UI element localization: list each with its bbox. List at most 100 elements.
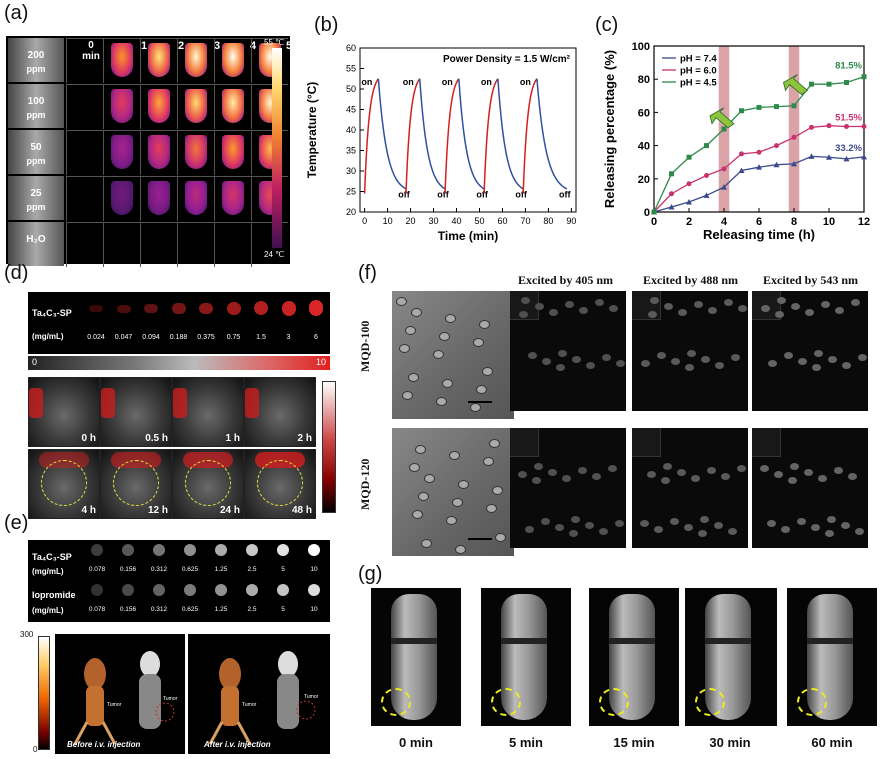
thermal-cell <box>214 222 251 267</box>
cell <box>805 309 814 316</box>
ultrasound-grid: 0 h 0.5 h 1 h 2 h 4 h 12 h 24 h 48 h <box>28 377 324 519</box>
cell <box>519 311 528 318</box>
ct-conc-label: 0.312 <box>150 606 168 613</box>
thermal-blob <box>222 181 244 215</box>
off-label: off <box>515 190 527 200</box>
cell <box>647 471 656 478</box>
data-point <box>773 161 780 168</box>
time-caption: 30 min <box>709 735 751 750</box>
ct-conc-label: 0.625 <box>181 566 199 573</box>
thermal-blob <box>185 181 207 215</box>
cell <box>760 465 769 472</box>
cell <box>685 364 694 371</box>
data-point <box>686 154 692 160</box>
thermal-cell <box>140 176 177 221</box>
image-inset <box>632 428 661 457</box>
thermal-cell <box>103 38 140 83</box>
thermal-cell <box>251 176 288 221</box>
data-point <box>756 164 762 170</box>
x-tick-label: 90 <box>566 216 576 226</box>
plot-frame <box>359 47 577 213</box>
ct-scale-min: 0 <box>33 745 38 754</box>
on-label: on <box>361 77 372 87</box>
thermal-cell <box>140 38 177 83</box>
cell <box>768 360 777 367</box>
cell <box>521 297 530 304</box>
tube-unit-label: ppm <box>26 64 46 74</box>
thermal-blob <box>185 43 207 77</box>
data-point <box>669 171 674 177</box>
thermal-cell <box>103 222 140 267</box>
cell <box>518 471 527 478</box>
tumor-outline <box>257 460 303 506</box>
mouse-ct-before <box>73 651 175 745</box>
cell <box>495 533 506 542</box>
cell <box>835 307 844 314</box>
cell <box>781 526 790 533</box>
cell <box>724 299 733 306</box>
ct-conc-label: 10 <box>310 566 318 573</box>
thermal-blob <box>111 181 133 215</box>
x-tick-label: 20 <box>406 216 416 226</box>
header-488: Excited by 488 nm <box>643 273 739 287</box>
pa-tube <box>254 301 268 316</box>
after-caption: After i.v. injection <box>204 740 271 749</box>
cell <box>424 474 435 483</box>
y-tick-label: 60 <box>346 43 356 53</box>
data-point <box>808 153 815 159</box>
thermal-cell <box>66 38 103 83</box>
x-axis-title: Time (min) <box>438 229 498 243</box>
col-label: 2 <box>177 40 185 52</box>
data-point <box>861 153 867 160</box>
x-axis-title: Releasing time (h) <box>703 227 815 242</box>
image-inset <box>510 428 539 457</box>
cell <box>408 373 419 382</box>
heating-curve <box>444 78 460 194</box>
tube-conc-label: 200 <box>27 50 45 61</box>
thermal-blob <box>148 43 170 77</box>
data-point <box>704 143 709 149</box>
x-tick-label: 80 <box>543 216 553 226</box>
x-tick-label: 70 <box>520 216 530 226</box>
tumor-outline <box>797 688 827 716</box>
ct-dot-ta <box>246 544 258 556</box>
thermal-cell <box>214 38 251 83</box>
legend-label: pH = 6.0 <box>680 66 717 77</box>
ct-dot-iopromide <box>184 584 196 596</box>
cell <box>841 522 850 529</box>
cell <box>707 467 716 474</box>
pa-conc-label: 0.375 <box>197 334 215 341</box>
panel-e-label: (e) <box>4 512 29 534</box>
tube-conc-label: H₂O <box>26 234 46 245</box>
y-tick-label: 50 <box>346 84 356 94</box>
body-band <box>501 638 547 644</box>
cell <box>731 354 740 361</box>
ct-dot-ta <box>308 544 320 556</box>
thermal-blob <box>148 89 170 123</box>
cell <box>541 518 550 525</box>
ct-dot-ta <box>184 544 196 556</box>
cell <box>814 350 823 357</box>
cell <box>446 516 457 525</box>
thermal-blob <box>148 181 170 215</box>
data-point <box>739 108 744 114</box>
x-tick-label: 2 <box>686 216 692 228</box>
tube-conc-label: 50 <box>30 142 42 153</box>
thermal-cell <box>214 84 251 129</box>
cell <box>482 367 493 376</box>
ct-conc-label: 0.156 <box>119 566 137 573</box>
cooling-curve <box>536 78 568 190</box>
data-point <box>861 124 867 130</box>
highlight-band <box>788 46 800 212</box>
cell <box>615 520 624 527</box>
thermal-cell <box>177 222 214 267</box>
cell <box>714 522 723 529</box>
y-tick-label: 60 <box>638 107 650 119</box>
cell <box>698 530 707 537</box>
data-point <box>774 104 779 110</box>
cell <box>411 308 422 317</box>
cell <box>663 463 672 470</box>
thermal-cell <box>251 222 288 267</box>
y-tick-label: 20 <box>346 207 356 217</box>
x-tick-label: 12 <box>858 216 870 228</box>
